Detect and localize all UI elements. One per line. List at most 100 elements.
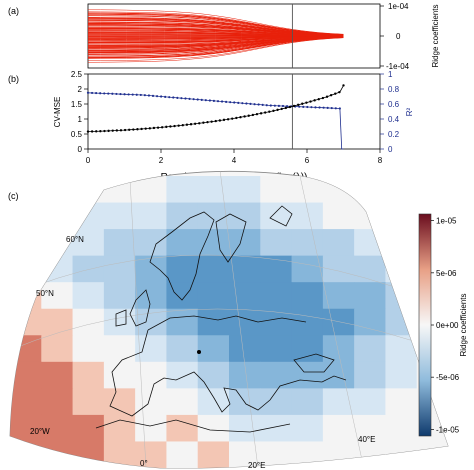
map-cell xyxy=(322,255,355,283)
cv-mse-point xyxy=(235,116,238,120)
coast-kola xyxy=(269,205,293,227)
r2-point xyxy=(160,95,163,98)
coast-scandinavia xyxy=(149,211,215,301)
map-cell xyxy=(41,361,74,389)
cv-mse-point xyxy=(214,119,217,123)
map-cell xyxy=(291,335,324,363)
map-cell xyxy=(41,176,74,204)
map-cell xyxy=(41,388,74,416)
map-cell xyxy=(166,202,199,230)
lon-label-40e: 40°E xyxy=(358,435,375,444)
coastlines xyxy=(95,205,347,433)
cv-mse-point xyxy=(334,92,337,95)
map-cell xyxy=(229,308,261,336)
map-cell xyxy=(354,388,386,416)
cv-mse-point xyxy=(243,115,246,118)
map-cell xyxy=(166,388,199,416)
r2-point xyxy=(99,92,102,95)
r2-point xyxy=(176,96,179,99)
cv-mse-point xyxy=(173,124,176,128)
r2-point xyxy=(334,107,337,110)
cv-mse-point xyxy=(301,102,304,105)
ridge-path xyxy=(88,36,344,51)
map-cell xyxy=(322,361,355,389)
map-cell xyxy=(10,388,42,416)
map-cell xyxy=(41,441,74,469)
map-cell xyxy=(260,229,293,257)
coast-britain xyxy=(129,289,151,327)
cv-mse-point xyxy=(338,90,341,94)
map-cell xyxy=(72,282,105,310)
r2-point xyxy=(135,93,138,96)
r2-point xyxy=(277,104,281,107)
xtick-label: 8 xyxy=(378,156,383,165)
ytick-label-right: 0.6 xyxy=(388,100,400,109)
study-site-marker xyxy=(197,350,201,354)
ridge-path xyxy=(87,11,344,35)
map-cell xyxy=(229,335,261,363)
r2-point xyxy=(322,106,325,109)
cv-mse-point xyxy=(206,120,209,124)
map-cell xyxy=(103,414,136,442)
ytick-label-left: 1.5 xyxy=(71,100,83,109)
panel-label-a: (a) xyxy=(8,6,19,16)
map-cell xyxy=(385,414,418,442)
cv-mse-point xyxy=(185,123,189,126)
r2-point xyxy=(281,104,285,108)
cv-mse-point xyxy=(280,107,283,111)
map-cell xyxy=(354,282,386,310)
r2-point xyxy=(115,92,118,96)
legend-title: Ridge coefficients xyxy=(459,294,468,357)
r2-point xyxy=(164,95,167,98)
xtick-label: 6 xyxy=(305,156,310,165)
cv-mse-point xyxy=(264,111,267,114)
map-cell xyxy=(197,255,230,283)
legend-colorbar xyxy=(418,213,432,437)
map-cell xyxy=(10,361,42,389)
map-cell xyxy=(260,441,293,469)
map-cell xyxy=(72,229,105,257)
r2-point xyxy=(241,102,244,105)
map-cell xyxy=(10,335,42,363)
map-cell xyxy=(291,388,324,416)
cv-mse-point xyxy=(90,130,94,133)
map-cell xyxy=(10,414,42,442)
r2-point xyxy=(229,101,232,104)
cv-mse-point xyxy=(276,108,279,112)
r2-point xyxy=(127,93,130,96)
coast-north-africa xyxy=(95,419,291,433)
cv-mse-point xyxy=(144,127,147,130)
graticule xyxy=(10,171,441,469)
map-cell xyxy=(41,414,74,442)
ridge-path xyxy=(88,9,344,35)
coast-south-europe xyxy=(109,329,347,417)
r2-point xyxy=(200,98,203,101)
map-cell xyxy=(260,308,293,336)
map-cell xyxy=(354,176,386,204)
map-cell xyxy=(197,441,230,469)
r2-point xyxy=(168,96,171,99)
map-cell xyxy=(72,388,105,416)
ytick-label-right: 0.8 xyxy=(388,85,400,94)
map-cell xyxy=(229,414,261,442)
map-cell xyxy=(416,441,448,469)
map-cell xyxy=(10,308,42,336)
map-cell xyxy=(291,441,324,469)
map-cell xyxy=(103,255,136,283)
map-cell xyxy=(322,176,355,204)
cv-mse-point xyxy=(99,129,102,133)
panel-label-c: (c) xyxy=(8,191,19,201)
cv-mse-point xyxy=(111,129,114,132)
legend-tick-label: -1e-05 xyxy=(436,425,460,434)
ytick-label-left: 2.5 xyxy=(71,70,83,79)
r2-point xyxy=(306,105,309,109)
cv-panel: 0 0.5 1 1.5 2 2.5 0 0.2 0.4 0.6 0.8 1 0 2 4 6 8 CV-MSE… xyxy=(53,70,414,183)
r2-point xyxy=(119,92,122,96)
legend-tick-label: 1e-05 xyxy=(436,217,457,226)
r2-point xyxy=(220,100,224,103)
coast-ireland xyxy=(115,309,127,327)
graticule-40e xyxy=(299,175,363,461)
cv-mse-point xyxy=(296,103,300,107)
r2-point xyxy=(249,102,252,105)
xtick-label: 4 xyxy=(232,156,237,165)
